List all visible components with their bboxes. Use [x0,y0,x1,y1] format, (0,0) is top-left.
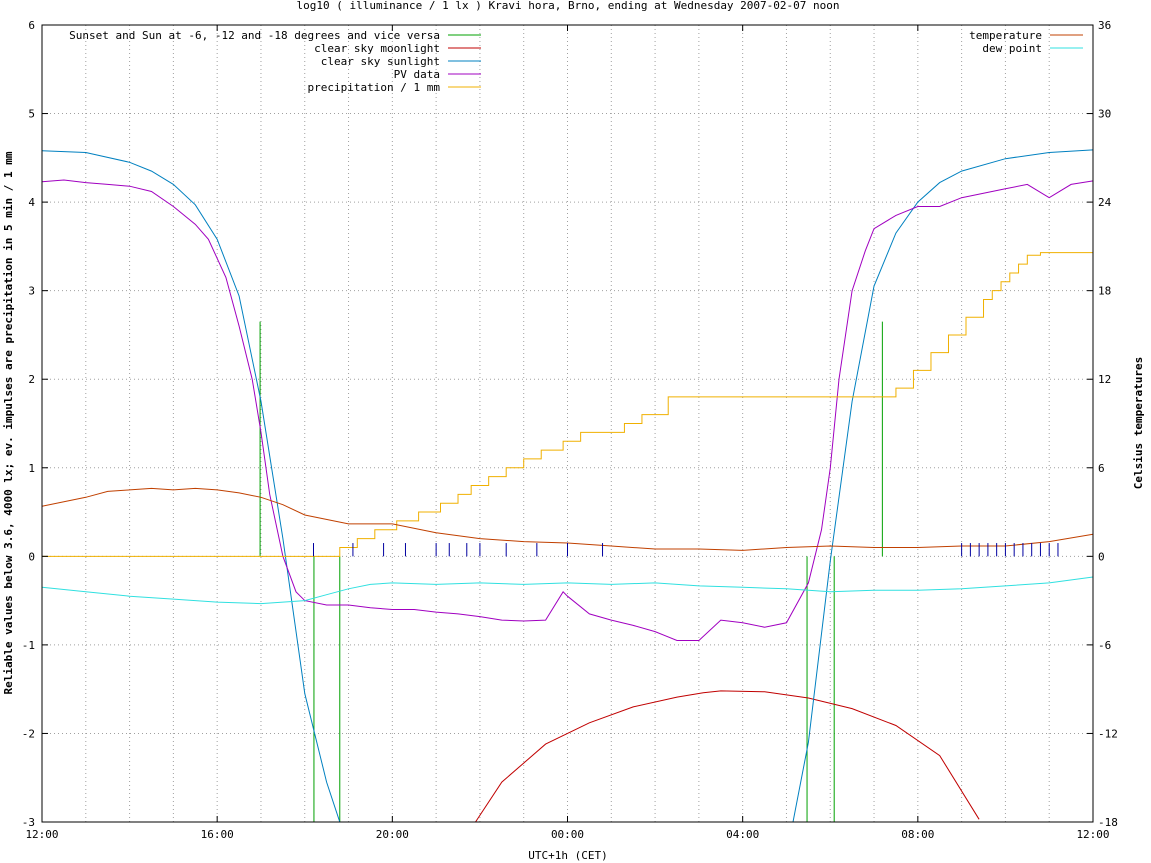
legend-label: temperature [969,29,1042,42]
series-sunset-and-sun-at-6-12-and-18-degrees-and-vice-versa [259,321,883,822]
y-tick-label: 1 [28,462,35,475]
legend-label: Sunset and Sun at -6, -12 and -18 degree… [69,29,440,42]
x-tick-label: 12:00 [1076,828,1109,841]
y-tick-label: -3 [22,816,35,829]
y-tick-label: 2 [28,373,35,386]
y-tick-label: 3 [28,285,35,298]
x-tick-label: 16:00 [201,828,234,841]
y2-tick-label: 36 [1098,19,1111,32]
chart-title: log10 ( illuminance / 1 lx ) Kravi hora,… [296,0,839,12]
y-tick-label: 6 [28,19,35,32]
series-precipitation-impulses [313,543,1059,557]
y2-tick-label: 24 [1098,196,1112,209]
series-clear-sky-moonlight [475,690,980,823]
legend-label: PV data [394,68,440,81]
ticks [41,24,1094,823]
y2-tick-label: 0 [1098,550,1105,563]
series-dew-point [41,576,1094,605]
grid [42,25,1093,822]
x-tick-label: 00:00 [551,828,584,841]
legend-label: dew point [982,42,1042,55]
x-tick-label: 04:00 [726,828,759,841]
y2-tick-labels: 36 30 24 18 12 6 0 -6 -12 -18 [1098,19,1118,829]
y2-tick-label: -6 [1098,639,1111,652]
x-tick-labels: 12:00 16:00 20:00 00:00 04:00 08:00 12:00 [25,828,1109,841]
legend-label: clear sky sunlight [321,55,440,68]
legend-label: clear sky moonlight [314,42,440,55]
y2-tick-label: 6 [1098,462,1105,475]
x-tick-label: 20:00 [376,828,409,841]
y-tick-label: -2 [22,727,35,740]
legend-left: Sunset and Sun at -6, -12 and -18 degree… [69,29,481,94]
series-temperature [41,487,1094,551]
y-tick-label: 4 [28,196,35,209]
x-axis-label: UTC+1h (CET) [528,849,607,862]
y2-tick-label: 12 [1098,373,1111,386]
y-tick-label: 5 [28,108,35,121]
y-tick-label: -1 [22,639,35,652]
plot-frame [41,24,1094,823]
x-tick-label: 12:00 [25,828,58,841]
y2-axis-label: Celsius temperatures [1132,357,1145,489]
legend-label: precipitation / 1 mm [308,81,441,94]
series-pv-data [41,179,1094,641]
y-tick-labels: 6 5 4 3 2 1 0 -1 -2 -3 [22,19,36,829]
y2-tick-label: -18 [1098,816,1118,829]
series-precipitation-1-mm [42,252,1093,557]
y-axis-label: Reliable values below 3.6, 4000 lx; ev. … [2,151,15,694]
y-tick-label: 0 [28,550,35,563]
y2-tick-label: -12 [1098,727,1118,740]
y2-tick-label: 30 [1098,108,1111,121]
x-tick-label: 08:00 [901,828,934,841]
y2-tick-label: 18 [1098,285,1111,298]
